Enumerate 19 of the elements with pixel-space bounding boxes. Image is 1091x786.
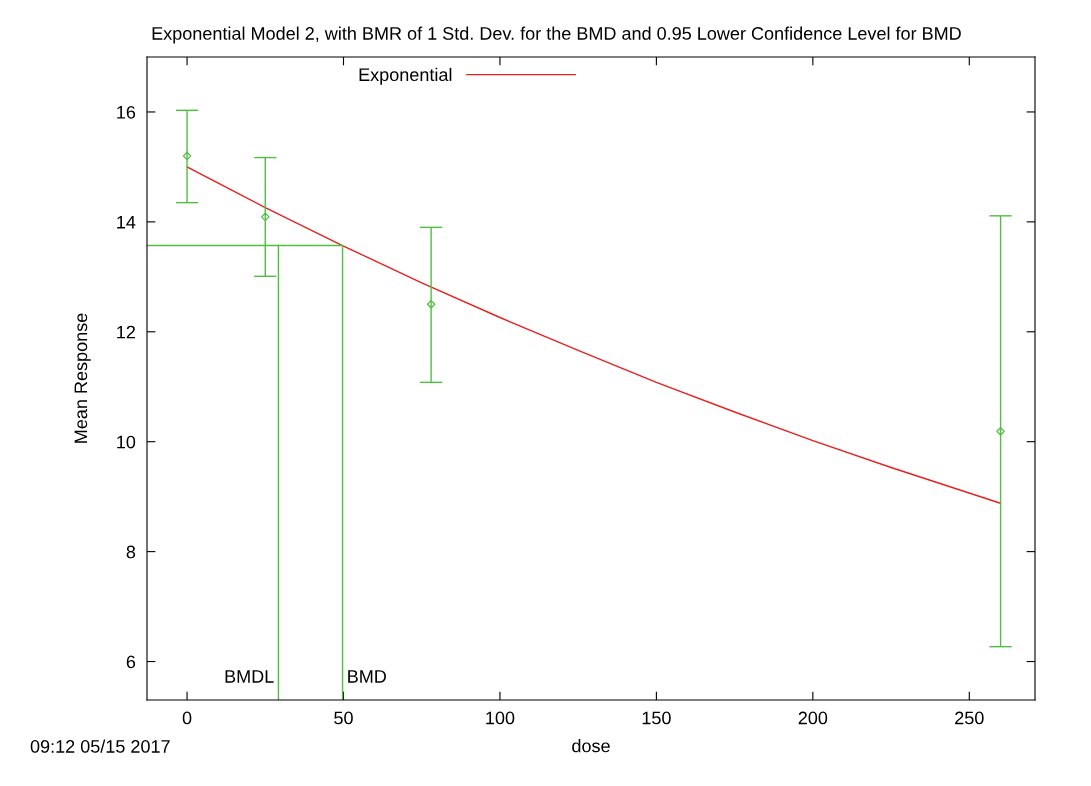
- x-tick-label: 250: [955, 711, 984, 725]
- y-tick-label: 12: [117, 325, 135, 339]
- x-tick-label: 100: [486, 711, 515, 725]
- y-tick-label: 8: [126, 545, 136, 559]
- y-tick-label: 10: [117, 435, 136, 449]
- x-tick-label: 0: [182, 711, 192, 725]
- x-tick-label: 150: [642, 711, 671, 725]
- x-tick-label: 200: [798, 711, 828, 725]
- annotation: BMD: [348, 670, 386, 683]
- y-tick-label: 16: [117, 105, 136, 119]
- x-axis-title: dose: [572, 739, 610, 753]
- y-axis-title: Mean Response: [74, 313, 91, 443]
- annotation: BMDL: [225, 670, 274, 683]
- x-tick-label: 50: [334, 711, 353, 725]
- y-tick-label: 6: [126, 655, 136, 669]
- text: Exponential: [359, 67, 452, 85]
- y-tick-label: 14: [117, 215, 136, 229]
- chart-title: Exponential Model 2, with BMR of 1 Std. Dev. for the BMD and 0.95 Lower Confidence Level for BMD: [152, 26, 961, 44]
- text: 09:12 05/15 2017: [30, 739, 170, 753]
